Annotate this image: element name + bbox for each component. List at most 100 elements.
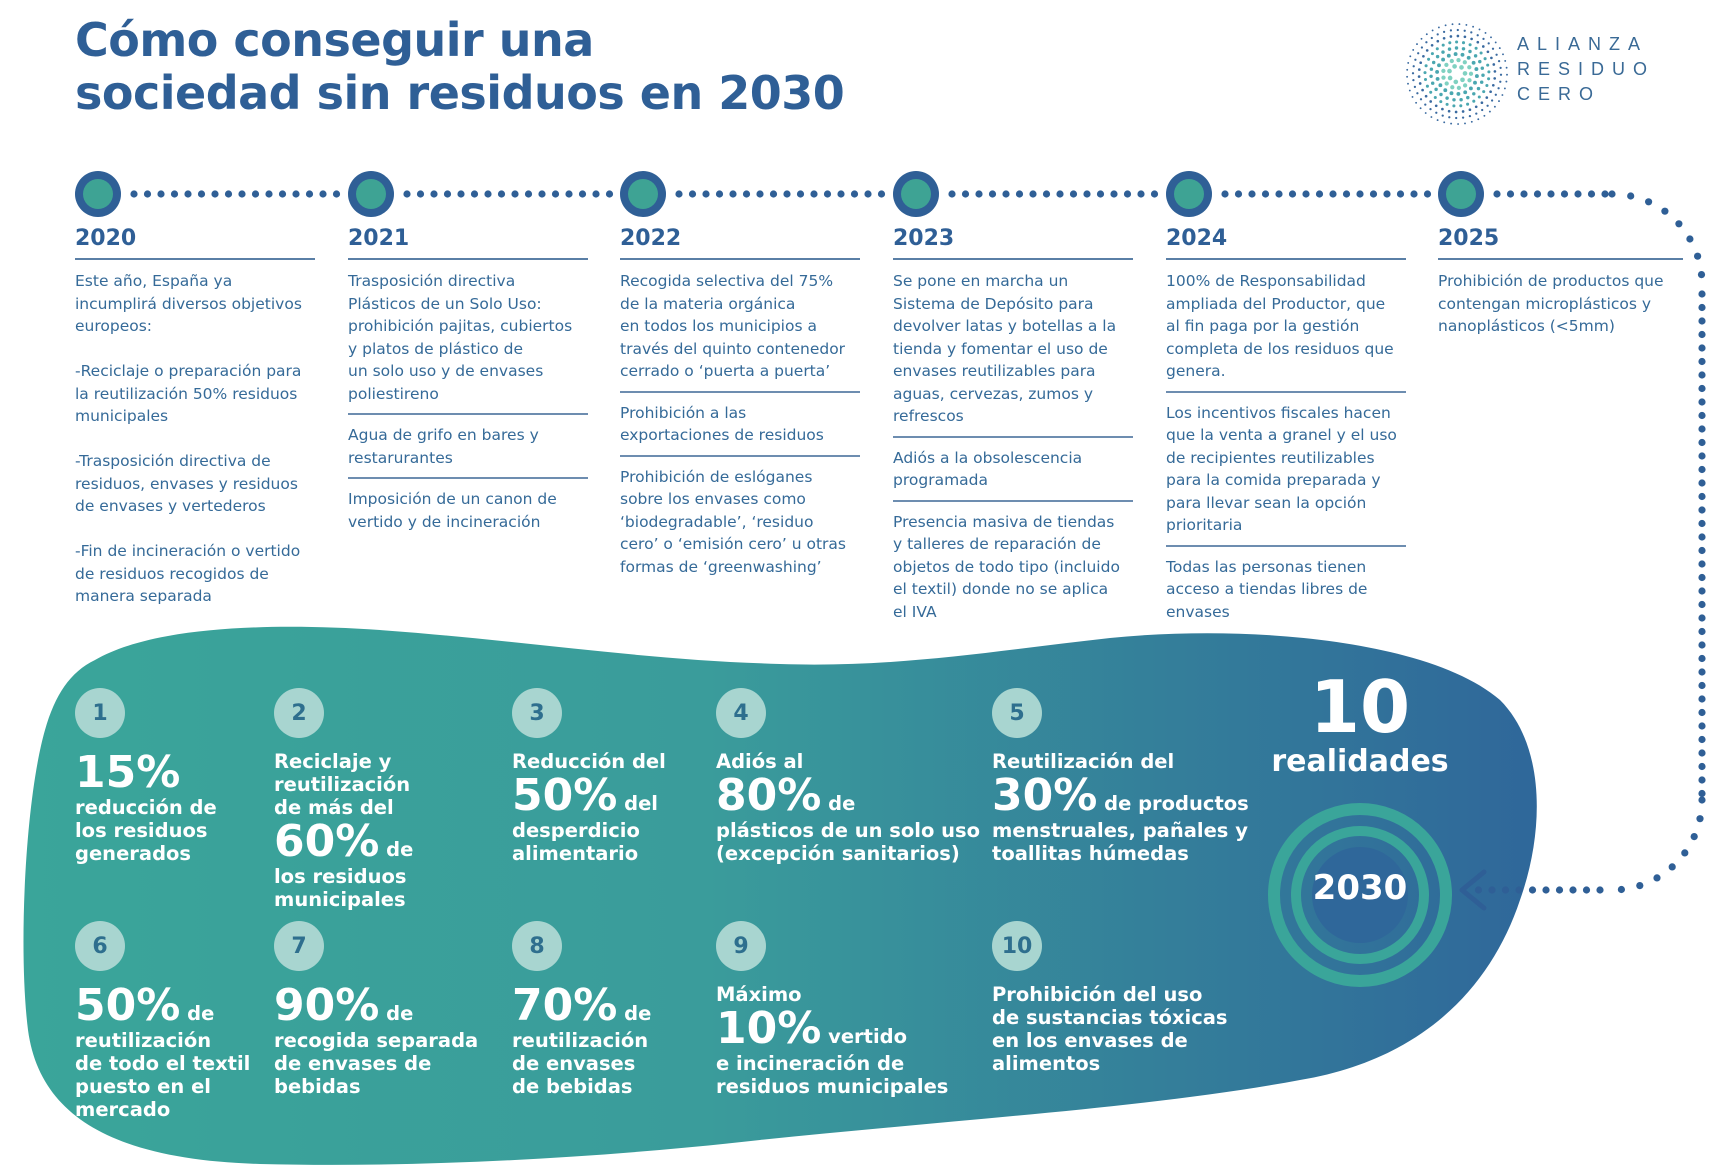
logo-dot — [1504, 59, 1507, 62]
logo-dot — [1462, 83, 1468, 88]
logo-dot — [1505, 66, 1508, 69]
reality-number: 7 — [274, 921, 324, 971]
reality-number: 4 — [716, 688, 766, 738]
logo-dot — [1461, 41, 1466, 45]
logo-dot — [1480, 66, 1485, 70]
logo-dot — [1423, 71, 1427, 75]
timeline-entry: Recogida selectiva del 75% de la materia… — [620, 270, 860, 393]
logo-dot — [1435, 54, 1440, 59]
logo-dot — [1447, 109, 1451, 113]
logo-dot — [1430, 81, 1435, 85]
logo-dot — [1468, 86, 1473, 91]
reality-post: reutilización de todo el textil puesto e… — [75, 1029, 251, 1121]
logo-dot — [1447, 47, 1452, 51]
logo-dot — [1407, 61, 1410, 64]
logo-dot — [1411, 95, 1414, 98]
timeline-entry: 100% de Responsabilidad ampliada del Pro… — [1166, 270, 1406, 393]
logo-dot — [1470, 37, 1473, 41]
logo-dot — [1468, 71, 1474, 76]
reality-percent: 50% — [512, 770, 618, 821]
reality-inline: de — [617, 1002, 652, 1025]
realities-count: 10 — [1309, 665, 1411, 749]
reality-text: Reducción del 50% del desperdicio alimenta… — [512, 750, 666, 865]
logo-dot — [1458, 23, 1461, 26]
timeline-entry: Todas las personas tienen acceso a tiend… — [1166, 557, 1368, 621]
logo-dot — [1430, 116, 1433, 118]
logo-dot — [1436, 119, 1439, 122]
logo-dot — [1454, 46, 1459, 50]
logo-dot — [1490, 36, 1492, 39]
target-rings-icon — [1268, 803, 1452, 987]
logo-dot — [1413, 85, 1417, 89]
timeline-entry: Adiós a la obsolescencia programada — [893, 447, 1133, 502]
reality-pre: Máximo — [716, 983, 802, 1006]
timeline-column-2022: 2022 Recogida selectiva del 75% de la ma… — [620, 226, 860, 595]
logo-dot — [1455, 116, 1458, 120]
reality-pre: Reciclaje y reutilización de más del — [274, 750, 411, 819]
logo-dot — [1453, 79, 1459, 85]
logo-dot — [1486, 104, 1489, 107]
timeline-year: 2021 — [348, 226, 588, 260]
reality-inline: de — [180, 1002, 215, 1025]
logo-dot — [1441, 75, 1446, 80]
logo-dot — [1466, 55, 1471, 60]
reality-percent: 80% — [716, 770, 822, 821]
logo-dot — [1467, 65, 1472, 70]
logo-dot — [1494, 41, 1497, 44]
timeline-entry: Los incentivos fiscales hacen que la ven… — [1166, 402, 1406, 547]
logo-dot — [1493, 105, 1496, 108]
logo-dot — [1468, 49, 1472, 54]
reality-percent-line: 50% del — [512, 773, 666, 819]
logo-dot — [1412, 48, 1415, 51]
logo-dot — [1406, 75, 1409, 78]
reality-percent: 90% — [274, 980, 380, 1031]
logo-dot — [1414, 58, 1417, 61]
logo-dot — [1417, 75, 1421, 78]
reality-item: 2 Reciclaje y reutilización de más del 60%… — [274, 688, 413, 911]
logo: ALIANZA RESIDUO CERO — [1405, 22, 1705, 126]
logo-dot — [1464, 122, 1466, 125]
reality-item: 4 Adiós al 80% de plásticos de un solo uso … — [716, 688, 980, 865]
logo-dot — [1476, 34, 1479, 37]
timeline-entry: Presencia masiva de tiendas y talleres d… — [893, 512, 1120, 621]
logo-dot — [1472, 25, 1475, 28]
logo-dot — [1439, 92, 1443, 97]
reality-percent-line: 30% de productos — [992, 773, 1249, 819]
logo-dot — [1431, 29, 1434, 32]
logo-dot — [1473, 80, 1477, 85]
reality-percent-line: 50% de — [75, 983, 250, 1029]
logo-dot — [1475, 112, 1478, 115]
logo-dot — [1441, 57, 1446, 62]
reality-text: 70% de reutilización de envases de bebida… — [512, 983, 652, 1099]
logo-dot — [1423, 77, 1428, 82]
logo-dot — [1462, 71, 1468, 76]
logo-dot — [1462, 60, 1467, 65]
reality-number: 2 — [274, 688, 324, 738]
logo-dot — [1425, 33, 1428, 36]
logo-dot — [1499, 66, 1502, 70]
logo-dot — [1463, 90, 1468, 95]
logo-dot — [1452, 98, 1456, 102]
logo-dot — [1460, 77, 1465, 83]
logo-dot — [1448, 116, 1451, 119]
logo-dot — [1478, 28, 1481, 31]
target-year: 2030 — [1312, 868, 1408, 908]
reality-percent-line: 90% de — [274, 983, 478, 1029]
logo-dot — [1483, 114, 1486, 117]
logo-dot — [1466, 102, 1470, 106]
reality-number: 1 — [75, 688, 125, 738]
logo-dot — [1447, 75, 1453, 81]
reality-pre: Reducción del — [512, 750, 666, 773]
logo-dot — [1441, 50, 1445, 54]
logo-dot — [1505, 80, 1508, 83]
reality-post: desperdicio alimentario — [512, 819, 640, 865]
reality-item: 9 Máximo 10% vertido e incineración de resi… — [716, 921, 948, 1098]
reality-item: 3 Reducción del 50% del desperdicio aliment… — [512, 688, 666, 865]
logo-dot — [1490, 56, 1493, 60]
logo-dot — [1476, 86, 1481, 91]
logo-dot — [1488, 110, 1491, 113]
logo-dot — [1484, 31, 1487, 34]
logo-dot — [1436, 33, 1439, 36]
logo-dot — [1482, 90, 1486, 94]
